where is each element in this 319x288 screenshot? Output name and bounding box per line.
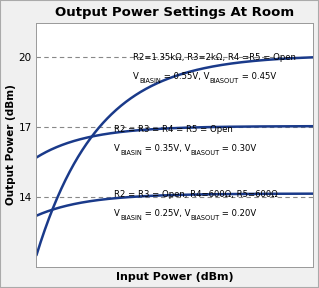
Text: V: V <box>114 144 120 153</box>
Text: = 0.25V, V: = 0.25V, V <box>142 209 190 217</box>
Y-axis label: Output Power (dBm): Output Power (dBm) <box>5 84 16 205</box>
Text: = 0.45V: = 0.45V <box>239 72 276 81</box>
Text: BIASOUT: BIASOUT <box>190 215 219 221</box>
Text: BIASIN: BIASIN <box>120 215 142 221</box>
Text: R2 = R3 = Open, R4=600Ω, R5=600Ω: R2 = R3 = Open, R4=600Ω, R5=600Ω <box>114 190 278 199</box>
Text: V: V <box>133 72 139 81</box>
Text: R2=1.35kΩ, R3=2kΩ, R4 =R5 = Open: R2=1.35kΩ, R3=2kΩ, R4 =R5 = Open <box>133 53 296 62</box>
X-axis label: Input Power (dBm): Input Power (dBm) <box>116 272 234 283</box>
Text: V: V <box>114 209 120 217</box>
Text: BIASIN: BIASIN <box>139 78 161 84</box>
Text: BIASIN: BIASIN <box>120 150 142 156</box>
Text: BIASOUT: BIASOUT <box>190 150 219 156</box>
Text: BIASOUT: BIASOUT <box>210 78 239 84</box>
Text: = 0.30V: = 0.30V <box>219 144 256 153</box>
Text: = 0.35V, V: = 0.35V, V <box>142 144 190 153</box>
Title: Output Power Settings At Room: Output Power Settings At Room <box>56 5 294 18</box>
Text: R2 = R3 = R4 = R5 = Open: R2 = R3 = R4 = R5 = Open <box>114 126 233 134</box>
Text: = 0.55V, V: = 0.55V, V <box>161 72 210 81</box>
Text: = 0.20V: = 0.20V <box>219 209 256 217</box>
